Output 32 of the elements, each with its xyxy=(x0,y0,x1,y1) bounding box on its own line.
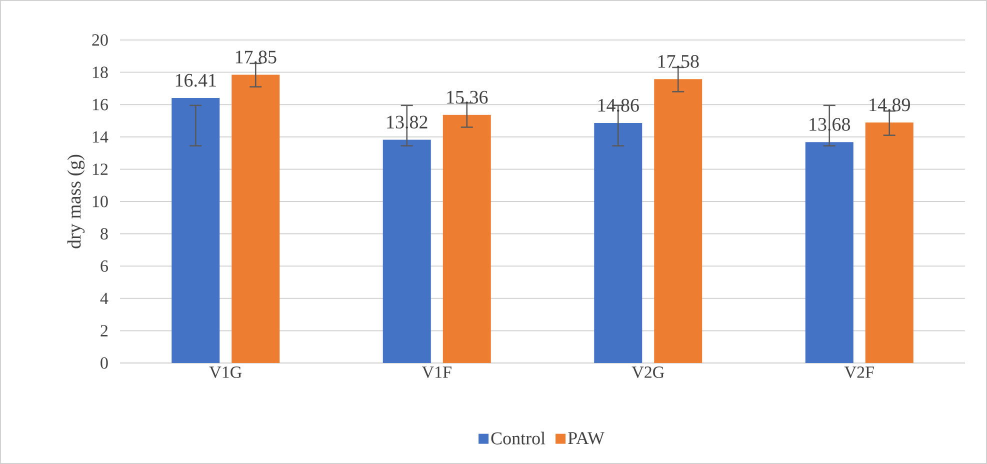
bar xyxy=(232,74,280,363)
x-tick-label: V1G xyxy=(209,366,242,378)
y-tick-label: 14 xyxy=(92,131,108,143)
y-tick-label: 6 xyxy=(100,260,108,272)
x-tick-label: V1F xyxy=(422,366,452,378)
x-tick-label: V2G xyxy=(632,366,664,378)
bar xyxy=(654,79,702,363)
y-axis-title: dry mass (g) xyxy=(67,154,85,248)
bar xyxy=(805,142,854,363)
bar xyxy=(865,122,914,363)
y-tick-label: 2 xyxy=(100,325,108,336)
bar xyxy=(442,114,491,363)
y-tick-label: 0 xyxy=(100,357,108,369)
legend-label: Control xyxy=(491,432,546,444)
y-tick-label: 8 xyxy=(100,228,108,240)
bar xyxy=(382,140,431,363)
y-tick-label: 16 xyxy=(92,98,108,110)
bar xyxy=(172,98,220,363)
y-tick-label: 10 xyxy=(92,196,108,208)
data-label: 14.86 xyxy=(598,98,639,112)
y-tick-label: 12 xyxy=(92,164,108,175)
y-tick-label: 20 xyxy=(92,34,108,46)
data-label: 16.41 xyxy=(176,74,216,87)
data-label: 17.85 xyxy=(236,50,276,64)
data-label: 14.89 xyxy=(870,98,910,112)
y-tick-label: 18 xyxy=(92,66,108,78)
bar xyxy=(594,123,642,363)
y-tick-label: 4 xyxy=(100,292,108,304)
data-label: 17.58 xyxy=(658,54,699,68)
x-tick-label: V2F xyxy=(844,366,874,378)
data-label: 15.36 xyxy=(447,90,488,104)
legend-label: PAW xyxy=(568,432,604,444)
